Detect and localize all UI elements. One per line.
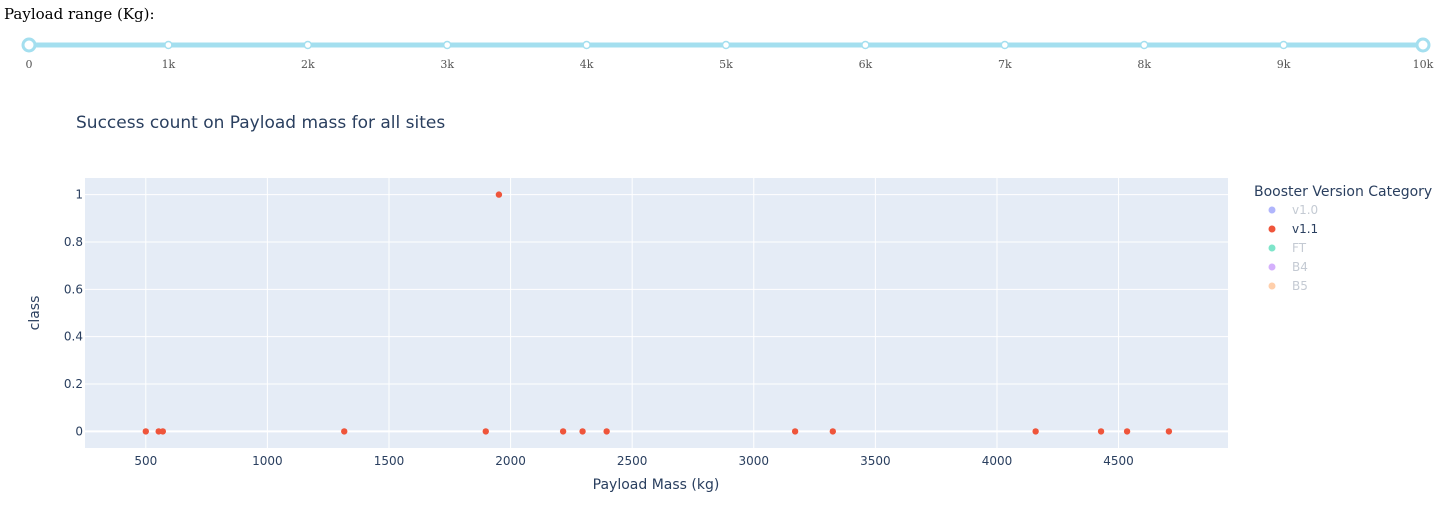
- data-point[interactable]: [159, 428, 167, 435]
- legend-title: Booster Version Category: [1254, 184, 1432, 200]
- data-point[interactable]: [495, 191, 503, 198]
- legend-item-b4[interactable]: B4: [1268, 260, 1308, 274]
- slider-mark-dot[interactable]: [861, 40, 870, 50]
- x-tick-label: 3500: [860, 454, 891, 468]
- slider-mark-label[interactable]: 1k: [162, 58, 176, 71]
- data-point[interactable]: [829, 428, 837, 435]
- legend-label: FT: [1292, 241, 1307, 255]
- legend-marker: [1268, 282, 1276, 290]
- x-tick-label: 4500: [1103, 454, 1134, 468]
- slider-mark-label[interactable]: 2k: [301, 58, 315, 71]
- legend-label: B4: [1292, 260, 1308, 274]
- data-point[interactable]: [482, 428, 489, 435]
- slider-mark-dot[interactable]: [303, 40, 313, 50]
- x-tick-label: 1500: [374, 454, 405, 468]
- data-point[interactable]: [603, 428, 610, 435]
- legend-item-b5[interactable]: B5: [1268, 279, 1308, 293]
- slider-mark-label[interactable]: 8k: [1137, 58, 1151, 71]
- data-point[interactable]: [559, 428, 567, 435]
- data-point[interactable]: [791, 428, 799, 435]
- slider-mark-dot[interactable]: [442, 40, 452, 50]
- y-tick-label: 0.8: [64, 235, 83, 249]
- legend-label: v1.0: [1292, 203, 1318, 217]
- data-point[interactable]: [1165, 428, 1173, 435]
- legend-marker: [1268, 263, 1276, 271]
- x-tick-label: 3000: [739, 454, 770, 468]
- slider-mark-label[interactable]: 4k: [580, 58, 594, 71]
- y-tick-label: 0.2: [64, 377, 83, 391]
- legend-label: v1.1: [1292, 222, 1318, 236]
- data-point[interactable]: [341, 428, 348, 435]
- slider-mark-dot[interactable]: [1279, 40, 1288, 50]
- x-tick-label: 2500: [617, 454, 648, 468]
- x-tick-label: 500: [134, 454, 157, 468]
- legend-item-ft[interactable]: FT: [1268, 241, 1307, 255]
- x-tick-label: 4000: [982, 454, 1013, 468]
- slider-mark-dot[interactable]: [164, 40, 173, 50]
- slider-mark-label[interactable]: 9k: [1277, 58, 1291, 71]
- slider-mark-dot[interactable]: [721, 40, 731, 50]
- slider-handle-min[interactable]: [21, 37, 37, 53]
- chart-title: Success count on Payload mass for all si…: [76, 113, 445, 133]
- legend-item-v1-0[interactable]: v1.0: [1268, 203, 1319, 217]
- y-tick-label: 0: [75, 424, 83, 438]
- y-tick-label: 0.6: [64, 282, 83, 296]
- slider-mark-dot[interactable]: [582, 40, 591, 50]
- legend-item-v1-1[interactable]: v1.1: [1268, 222, 1319, 236]
- y-tick-label: 0.4: [64, 330, 83, 344]
- legend-marker: [1268, 244, 1276, 252]
- x-tick-label: 1000: [252, 454, 283, 468]
- data-point[interactable]: [1123, 428, 1131, 435]
- data-point[interactable]: [1097, 428, 1105, 435]
- slider-mark-dot[interactable]: [1139, 40, 1149, 50]
- scatter-chart: Success count on Payload mass for all si…: [27, 113, 1432, 493]
- y-axis-title: class: [27, 296, 43, 331]
- slider-mark-label[interactable]: 0: [26, 58, 33, 71]
- x-axis-title: Payload Mass (kg): [593, 477, 720, 493]
- slider-mark-label[interactable]: 5k: [719, 58, 733, 71]
- data-point[interactable]: [579, 428, 586, 435]
- y-tick-label: 1: [75, 188, 83, 202]
- plot-area: [85, 178, 1228, 448]
- slider-mark-label[interactable]: 6k: [859, 58, 873, 71]
- slider-handle-max[interactable]: [1415, 37, 1431, 53]
- slider-mark-label[interactable]: 10k: [1413, 58, 1434, 71]
- legend-marker: [1268, 225, 1276, 233]
- data-point[interactable]: [1032, 428, 1039, 435]
- slider-mark-dot[interactable]: [1000, 40, 1010, 50]
- payload-range-slider[interactable]: 0 1k 2k 3k 4k 5k 6k 7k 8k 9k 10k: [0, 30, 1448, 80]
- x-tick-label: 2000: [495, 454, 526, 468]
- data-point[interactable]: [142, 428, 149, 435]
- payload-range-label: Payload range (Kg):: [4, 5, 155, 23]
- legend-marker: [1268, 206, 1276, 214]
- legend-label: B5: [1292, 279, 1308, 293]
- slider-mark-label[interactable]: 3k: [440, 58, 454, 71]
- slider-mark-label[interactable]: 7k: [998, 58, 1012, 71]
